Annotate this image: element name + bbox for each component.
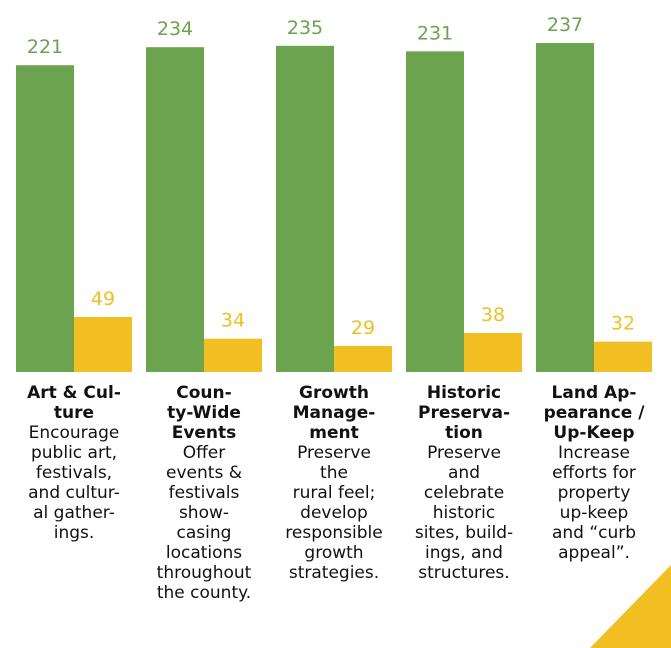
data-label: 221 [27, 36, 63, 58]
category-name: Art & Cul- ture [27, 383, 121, 423]
data-label: 38 [481, 304, 505, 326]
data-label: 235 [287, 17, 323, 39]
category-label: Art & Cul- ture Encourage public art, fes… [10, 383, 138, 543]
data-label: 32 [611, 313, 635, 335]
category-description: Increase efforts for property up-keep an… [551, 443, 637, 563]
category-description: Encourage public art, festivals, and cul… [28, 423, 120, 543]
bar [204, 338, 262, 372]
category-name: Growth Manage- ment [292, 383, 376, 443]
data-label: 49 [91, 288, 115, 310]
data-label: 29 [351, 317, 375, 339]
bar [594, 341, 652, 372]
bar [16, 65, 74, 373]
category-name: Coun- ty-Wide Events [167, 383, 241, 443]
data-label: 34 [221, 310, 245, 332]
bar [334, 345, 392, 372]
category-name: Land Ap- pearance / Up-Keep [543, 383, 645, 443]
bar [536, 43, 594, 373]
bar [464, 332, 522, 372]
bar [276, 45, 334, 372]
category-label: Coun- ty-Wide Events Offer events & festi… [140, 383, 268, 603]
bar [74, 316, 132, 372]
category-label: Land Ap- pearance / Up-Keep Increase effo… [530, 383, 658, 563]
bar [406, 51, 464, 372]
category-label: Historic Preserva- tion Preserve and cele… [400, 383, 528, 583]
category-name: Historic Preserva- tion [417, 383, 510, 443]
category-description: Preserve the rural feel; develop respons… [285, 443, 383, 583]
data-label: 234 [157, 18, 193, 40]
category-description: Preserve and celebrate historic sites, b… [414, 443, 514, 583]
decor-triangle [590, 565, 671, 648]
bar [146, 47, 204, 372]
data-label: 231 [417, 22, 453, 44]
category-label: Growth Manage- ment Preserve the rural fe… [270, 383, 398, 583]
data-label: 237 [547, 14, 583, 36]
category-description: Offer events & festivals show- casing lo… [156, 443, 252, 603]
